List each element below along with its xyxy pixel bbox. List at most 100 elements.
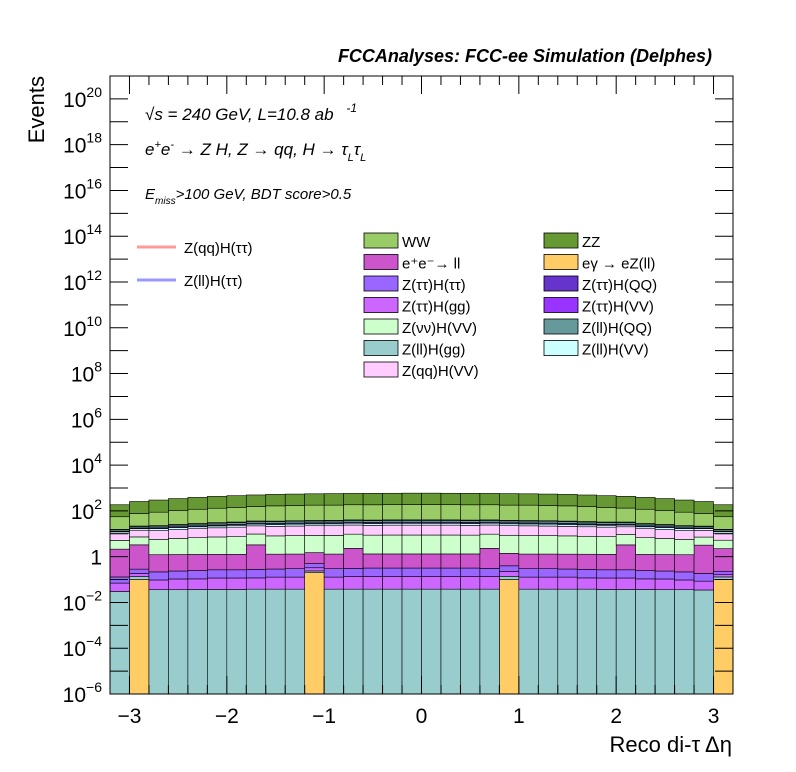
bar-ZttHgg-bin-15 [401,576,422,590]
annotation-process-plus: + [154,139,161,151]
bar-ZttHtt-bin-21 [518,568,539,578]
bar-eell-bin-8 [265,553,286,570]
y-tick-label: 10−2 [63,587,103,615]
bar-ZttHtt-bin-5 [207,569,228,579]
annotation-block: √s = 240 GeV, L=10.8 ab -1 e+e- → Z H, Z… [145,101,366,207]
bar-ZqqHVV-bin-1 [129,529,150,538]
bar-eell-bin-24 [576,553,598,570]
bar-WW-bin-24 [576,506,598,522]
legend-swatch-ZvvHVV [363,318,399,335]
y-tick-label: 106 [71,404,102,432]
bar-ZZ-bin-3 [168,498,189,511]
bar-ZttHgg-bin-12 [343,576,364,590]
bar-WW-bin-23 [557,505,578,522]
bar-WW-bin-25 [596,507,617,523]
bar-ZZ-bin-29 [674,499,695,513]
bar-ZttHtt-bin-24 [576,569,598,579]
bar-ZvvHVV-bin-11 [323,535,344,555]
bar-ZqqHVV-bin-20 [499,525,520,536]
bar-ZttHtt-bin-19 [479,568,500,577]
annotation-lumi-exponent: -1 [346,101,357,115]
bar-ZttHgg-bin-0 [109,582,130,592]
bar-ZttHtt-bin-30 [693,573,714,582]
bar-ZZ-bin-19 [479,493,500,506]
bar-ZvvHVV-bin-20 [499,534,520,554]
bar-eell-bin-22 [538,553,559,570]
bar-ZttHgg-bin-23 [557,576,578,590]
bar-ZttHtt-bin-17 [440,567,461,577]
legend-label-ZvvHVV: Z(νν)H(VV) [402,320,477,337]
annotation-process-chain: → Z H, Z → qq, H → τ [174,140,349,159]
bar-eell-bin-9 [284,553,305,570]
bar-ZllHgg-bin-6 [226,589,247,695]
bar-ZttHtt-bin-31 [713,570,734,575]
annotation-process-tau2: τ [354,140,362,159]
bar-ZllHgg-bin-20 [499,576,520,580]
bar-ZllHgg-bin-5 [207,589,228,695]
bar-ZZ-bin-6 [226,495,247,508]
annotation-energy-text: √s = 240 GeV, L=10.8 ab [145,105,334,124]
bar-ZvvHVV-bin-19 [479,533,500,549]
bar-ZllHgg-bin-9 [284,588,305,695]
legend-swatch-ZqqHVV [363,361,399,378]
bar-ZllHgg-bin-11 [323,588,344,695]
bar-ZqqHVV-bin-3 [168,529,189,539]
bar-ZqqHVV-bin-12 [343,524,364,535]
bar-ZvvHVV-bin-31 [713,539,734,549]
bar-ZZ-bin-20 [499,493,520,506]
bar-ZZ-bin-5 [207,496,228,509]
legend-label-ZttHVV: Z(ττ)H(VV) [582,299,654,316]
bar-ZttHgg-bin-24 [576,577,598,590]
bar-ZttHtt-bin-3 [168,570,189,580]
bar-ZvvHVV-bin-16 [421,534,442,555]
legend-swatch-eyZll [543,254,579,270]
bar-ZqqHVV-bin-30 [693,529,714,538]
bar-ZllHgg-bin-17 [440,588,461,695]
bar-ZttHgg-bin-9 [284,576,305,590]
bar-ZvvHVV-bin-27 [635,537,656,555]
bar-ZttHgg-bin-26 [615,577,636,590]
annotation-process: e+e- → Z H, Z → qq, H → τLτL [145,139,366,164]
bar-ZZ-bin-2 [148,499,169,513]
bar-WW-bin-8 [265,505,286,522]
bar-eyZll-bin-10 [304,572,325,695]
bar-ZttHgg-bin-3 [168,578,189,591]
x-axis-label: Reco di-τ Δη [610,732,732,757]
bar-eell-bin-5 [207,554,228,571]
bar-ZqqHVV-bin-26 [615,526,636,535]
bar-ZllHgg-bin-26 [615,589,636,695]
legend-label-ZqqHVV: Z(qq)H(VV) [402,363,479,380]
bar-ZllHgg-bin-22 [538,588,559,695]
legend-label-ZllHQQ: Z(ll)H(QQ) [582,320,652,337]
bar-ZqqHVV-bin-8 [265,526,286,537]
bar-eell-bin-14 [382,553,403,569]
bar-WW-bin-9 [284,505,305,522]
bar-ZZ-bin-30 [693,501,714,514]
legend-swatch-ZllHgg [363,340,399,356]
series-ZvvHVV [109,533,734,556]
bar-eell-bin-31 [713,548,734,572]
bar-ZZ-bin-18 [460,493,481,506]
bar-ZvvHVV-bin-0 [109,540,130,550]
bar-eell-bin-7 [245,544,267,570]
bar-ZvvHVV-bin-7 [245,533,267,546]
legend-label-WW: WW [402,234,431,251]
chart-title: FCCAnalyses: FCC-ee Simulation (Delphes) [338,46,712,66]
bar-ZqqHVV-bin-10 [304,525,325,536]
bar-ZqqHVV-bin-0 [109,533,130,541]
bar-ZqqHVV-bin-24 [576,526,598,537]
bar-ZqqHVV-bin-28 [654,529,675,539]
legend-swatch-ZZ [543,232,579,249]
bar-ZvvHVV-bin-1 [129,536,150,546]
legend-label-ZttHgg: Z(ττ)H(gg) [402,299,471,316]
legend-swatch-WW [363,232,399,249]
bar-ZqqHVV-bin-16 [421,524,442,536]
bar-ZvvHVV-bin-29 [674,539,695,556]
bar-ZZ-bin-1 [129,501,150,514]
bar-ZllHgg-bin-27 [635,589,656,695]
bar-ZttHgg-bin-2 [148,579,169,591]
bar-WW-bin-20 [499,504,520,521]
bar-eell-bin-10 [304,552,325,564]
bar-WW-bin-5 [207,507,228,523]
